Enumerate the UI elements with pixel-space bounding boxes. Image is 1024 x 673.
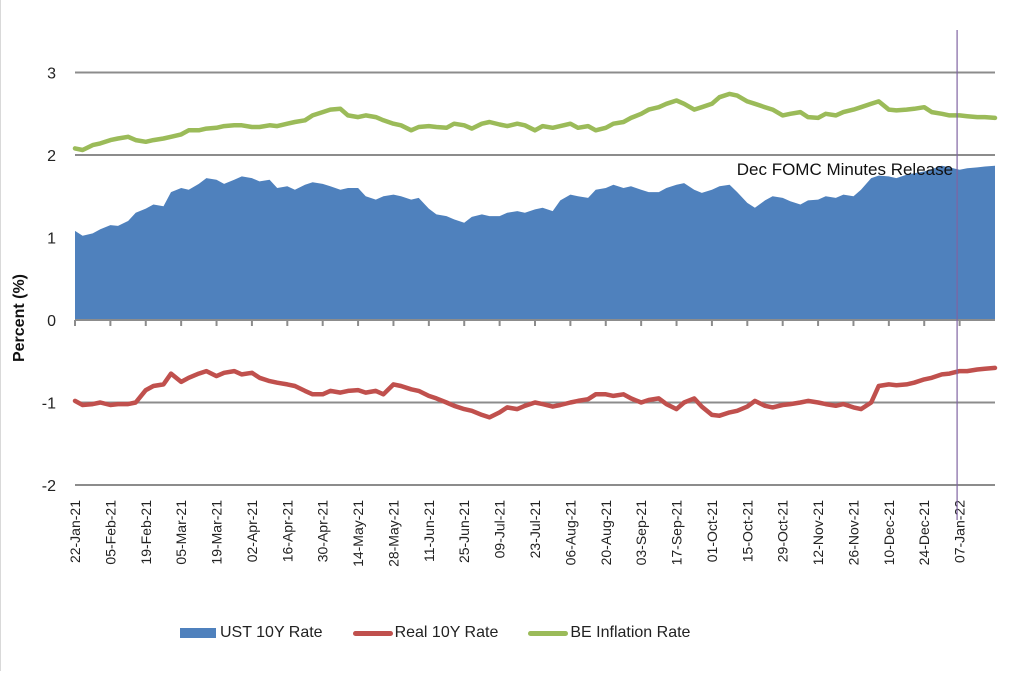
legend-swatch-ust xyxy=(180,628,216,638)
y-tick-labels: -2 -1 0 1 2 3 xyxy=(42,66,56,496)
annotation-layer: Dec FOMC Minutes Release xyxy=(737,30,958,520)
y-tick-label: -2 xyxy=(42,478,56,495)
x-tick-label: 20-Aug-21 xyxy=(598,500,614,566)
x-tick-label: 14-May-21 xyxy=(350,500,366,567)
legend-item-ust: UST 10Y Rate xyxy=(180,624,323,642)
legend-item-be: BE Inflation Rate xyxy=(528,624,690,642)
x-tick-label: 22-Jan-21 xyxy=(67,500,83,563)
x-tick-label: 30-Apr-21 xyxy=(315,500,331,562)
y-tick-label: 2 xyxy=(47,148,56,165)
y-tick-label: 1 xyxy=(47,231,56,248)
y-tick-label: 3 xyxy=(47,66,56,83)
line-series xyxy=(72,91,998,420)
x-tick-label: 16-Apr-21 xyxy=(279,500,295,562)
ust-10y-area xyxy=(75,165,995,320)
x-tick-label: 23-Jul-21 xyxy=(527,500,543,559)
x-tick-label: 05-Mar-21 xyxy=(173,500,189,565)
x-tick-label: 02-Apr-21 xyxy=(244,500,260,562)
legend-label-ust: UST 10Y Rate xyxy=(220,624,323,641)
x-tick-label: 01-Oct-21 xyxy=(704,500,720,562)
legend-label-be: BE Inflation Rate xyxy=(570,624,691,641)
x-tick-label: 06-Aug-21 xyxy=(562,500,578,566)
x-tick-label: 03-Sep-21 xyxy=(633,500,649,566)
be-inflation-line xyxy=(72,91,998,153)
x-tick-label: 17-Sep-21 xyxy=(669,500,685,566)
legend-swatch-real xyxy=(352,630,393,636)
x-tick-label: 19-Feb-21 xyxy=(138,500,154,565)
y-axis-title: Percent (%) xyxy=(11,274,28,362)
legend: UST 10Y Rate Real 10Y Rate BE Inflation … xyxy=(180,624,720,642)
x-tick-label: 28-May-21 xyxy=(385,500,401,567)
x-tick-label: 12-Nov-21 xyxy=(810,500,826,566)
x-tick-label: 24-Dec-21 xyxy=(916,500,932,566)
legend-item-real: Real 10Y Rate xyxy=(352,624,499,642)
chart-canvas: -2 -1 0 1 2 3 22-Jan-21 05-Feb-21 19-Feb-21 05-M… xyxy=(11,30,998,567)
x-tick-label: 05-Feb-21 xyxy=(102,500,118,565)
legend-label-real: Real 10Y Rate xyxy=(394,624,499,641)
y-tick-label: -1 xyxy=(42,396,56,413)
x-axis: 22-Jan-21 05-Feb-21 19-Feb-21 05-Mar-21 19-M… xyxy=(67,319,995,567)
x-tick-label: 26-Nov-21 xyxy=(845,500,861,566)
legend-swatch-be xyxy=(528,630,569,636)
x-tick-label: 10-Dec-21 xyxy=(881,500,897,566)
x-tick-label: 25-Jun-21 xyxy=(456,500,472,563)
x-tick-label: 15-Oct-21 xyxy=(739,500,755,562)
x-tick-label: 29-Oct-21 xyxy=(775,500,791,562)
x-tick-label: 11-Jun-21 xyxy=(421,500,437,562)
x-tick-label: 09-Jul-21 xyxy=(492,500,508,559)
fomc-annotation-label: Dec FOMC Minutes Release xyxy=(737,160,953,179)
x-tick-label: 07-Jan-22 xyxy=(952,500,968,563)
y-tick-label: 0 xyxy=(47,313,56,330)
x-tick-label: 19-Mar-21 xyxy=(209,500,225,565)
ust-area-series xyxy=(75,165,995,320)
real-10y-line xyxy=(72,365,998,420)
